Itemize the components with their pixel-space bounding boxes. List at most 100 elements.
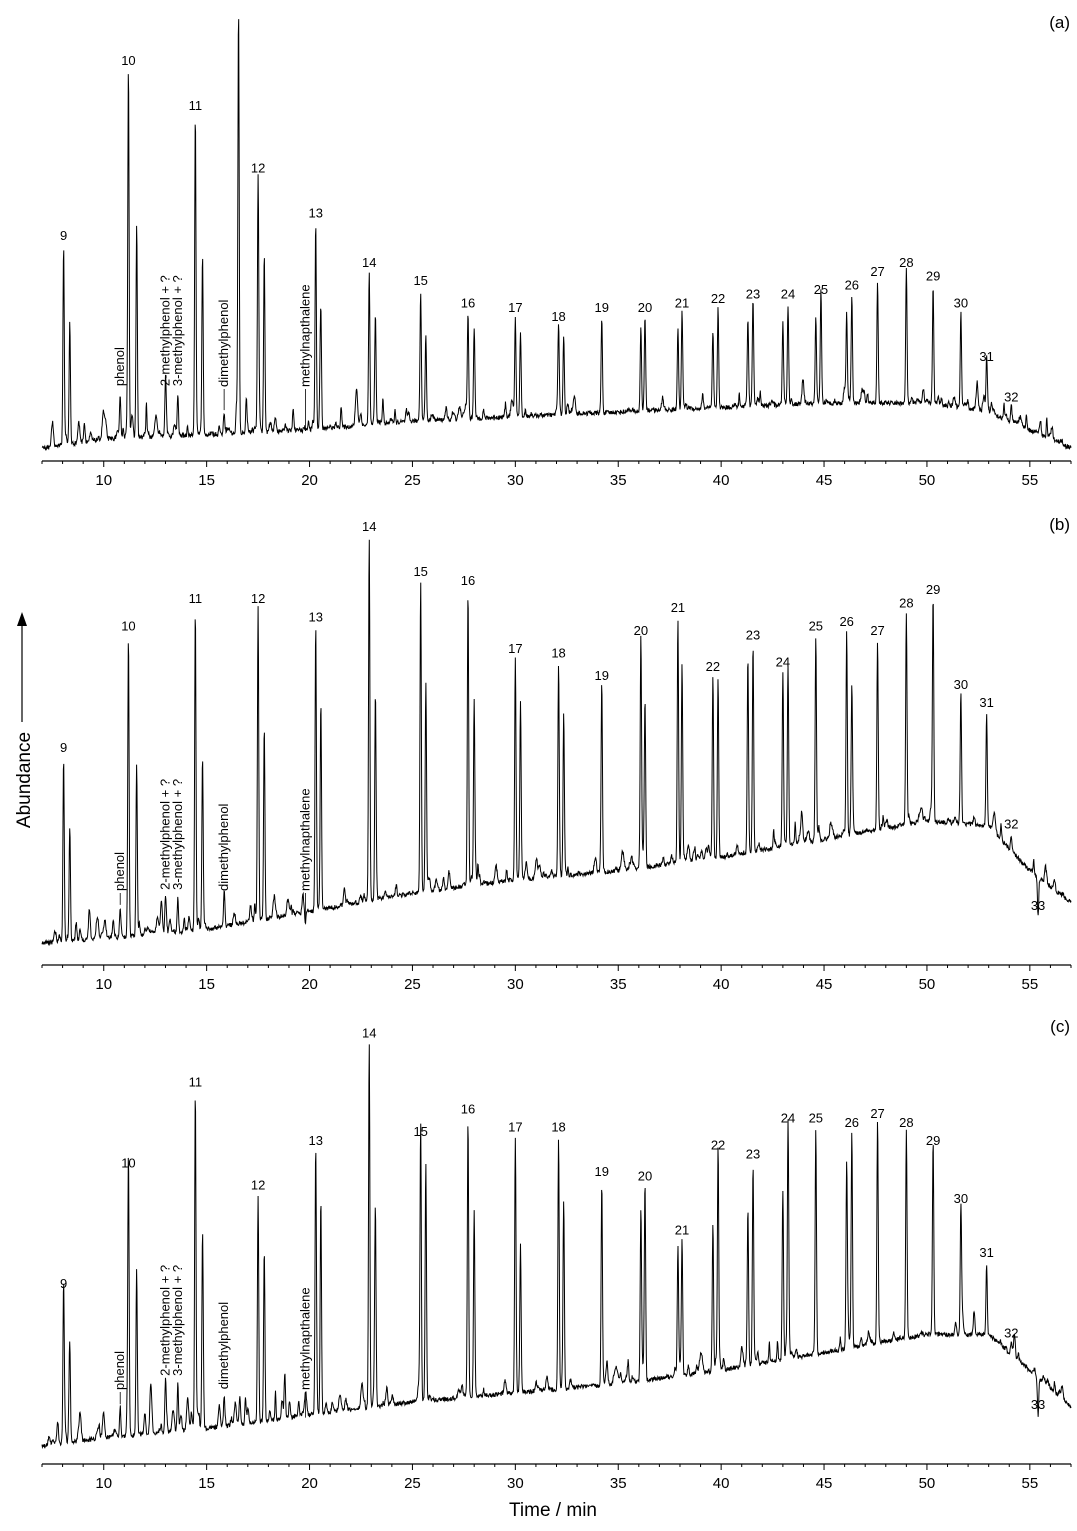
peak-label: 31 (979, 695, 993, 710)
peak-label: 22 (706, 659, 720, 674)
peak-label: 18 (551, 1119, 565, 1134)
peak-label: phenol (112, 347, 127, 386)
peak-label: 25 (809, 618, 823, 633)
peak-label: 27 (870, 264, 884, 279)
peak-label: 12 (251, 1178, 265, 1193)
peak-label: 14 (362, 1025, 376, 1040)
peak-label: 9 (60, 1276, 67, 1291)
x-tick-label: 25 (404, 1475, 421, 1492)
peak-label: 21 (671, 600, 685, 615)
x-tick-label: 45 (816, 976, 833, 993)
peak-label: 10 (121, 1155, 135, 1170)
x-tick-label: 25 (404, 472, 421, 489)
peak-label: methylnapthalene (297, 788, 312, 891)
peak-label: 26 (845, 277, 859, 292)
peak-label: 26 (845, 1115, 859, 1130)
peak-label: methylnapthalene (297, 1287, 312, 1390)
x-tick-label: 55 (1021, 472, 1038, 489)
peak-label: phenol (112, 1351, 127, 1390)
peak-label: 9 (60, 228, 67, 243)
signal-trace (41, 19, 1072, 452)
peak-label: 29 (926, 582, 940, 597)
peak-label: 21 (675, 1222, 689, 1237)
peak-label: 25 (809, 1110, 823, 1125)
peak-label: 28 (899, 255, 913, 270)
peak-label: 16 (461, 573, 475, 588)
peak-label: 2-methylphenol + ? (157, 275, 172, 386)
x-tick-label: 50 (919, 472, 936, 489)
peak-label: 30 (954, 677, 968, 692)
peak-label: dimethylphenol (216, 299, 231, 387)
peak-label: 16 (461, 1102, 475, 1117)
peak-label: 19 (595, 1164, 609, 1179)
peak-label: 3-methylphenol + ? (170, 779, 185, 890)
peak-label: 27 (870, 1106, 884, 1121)
peak-label: 21 (675, 295, 689, 310)
peak-label: 24 (781, 1110, 795, 1125)
x-tick-label: 50 (919, 1475, 936, 1492)
y-axis-label: Abundance (14, 732, 35, 828)
panel-1: 10 15 20 25 30 35 40 45 50 55 (a) 9 phenol 10 2-methyl… (41, 13, 1072, 489)
peak-label: 30 (954, 1191, 968, 1206)
peak-label: 3-methylphenol + ? (170, 275, 185, 386)
peak-label: 2-methylphenol + ? (157, 1265, 172, 1376)
peak-label: 23 (746, 1146, 760, 1161)
peak-label: 19 (595, 668, 609, 683)
y-axis-label-group: Abundance (14, 612, 35, 828)
x-tick-label: 10 (95, 1475, 112, 1492)
peak-label: 33 (1031, 898, 1045, 913)
panel-label: (a) (1049, 13, 1070, 32)
x-tick-label: 35 (610, 976, 627, 993)
peak-label: 18 (551, 645, 565, 660)
peak-label: 13 (308, 609, 322, 624)
peak-label: 17 (508, 300, 522, 315)
peak-label: 15 (413, 1124, 427, 1139)
x-tick-label: 20 (301, 1475, 318, 1492)
peak-label: 26 (839, 614, 853, 629)
x-axis-label: Time / min (509, 1500, 597, 1521)
peak-label: 23 (746, 627, 760, 642)
peak-label: 32 (1004, 1326, 1018, 1341)
peak-label: 13 (308, 1133, 322, 1148)
peak-label: 30 (954, 295, 968, 310)
x-tick-label: 45 (816, 1475, 833, 1492)
peak-label: 12 (251, 161, 265, 176)
peak-label: 31 (979, 1245, 993, 1260)
peak-label: 20 (638, 1169, 652, 1184)
panel-2: 10 15 20 25 30 35 40 45 50 55 (b) 9 phenol 10 2-methyl… (41, 515, 1072, 993)
peak-label: 33 (1031, 1397, 1045, 1412)
x-tick-label: 10 (95, 976, 112, 993)
peak-label: 29 (926, 1133, 940, 1148)
peak-label: 29 (926, 268, 940, 283)
x-tick-label: 10 (95, 472, 112, 489)
x-tick-label: 15 (198, 472, 215, 489)
x-tick-label: 45 (816, 472, 833, 489)
panel-label: (c) (1050, 1017, 1070, 1036)
peak-label: 18 (551, 309, 565, 324)
x-tick-label: 50 (919, 976, 936, 993)
peak-label: 3-methylphenol + ? (170, 1265, 185, 1376)
panel-label: (b) (1049, 515, 1070, 534)
y-axis-arrow-head (17, 612, 27, 626)
x-tick-label: 35 (610, 1475, 627, 1492)
peak-label: 24 (781, 286, 795, 301)
x-tick-label: 35 (610, 472, 627, 489)
signal-trace (41, 1044, 1072, 1450)
x-tick-label: 30 (507, 472, 524, 489)
peak-label: 22 (711, 1137, 725, 1152)
x-tick-label: 20 (301, 976, 318, 993)
peak-label: 12 (251, 591, 265, 606)
peak-label: 31 (979, 349, 993, 364)
x-tick-label: 40 (713, 1475, 730, 1492)
peak-label: 23 (746, 286, 760, 301)
x-tick-label: 15 (198, 976, 215, 993)
peak-label: 28 (899, 596, 913, 611)
peak-label: 14 (362, 255, 376, 270)
signal-trace (41, 539, 1072, 946)
peak-label: 20 (634, 623, 648, 638)
peak-label: 15 (413, 564, 427, 579)
peak-label: dimethylphenol (216, 1302, 231, 1390)
peak-label: 11 (189, 1075, 203, 1090)
peak-label: 17 (508, 641, 522, 656)
